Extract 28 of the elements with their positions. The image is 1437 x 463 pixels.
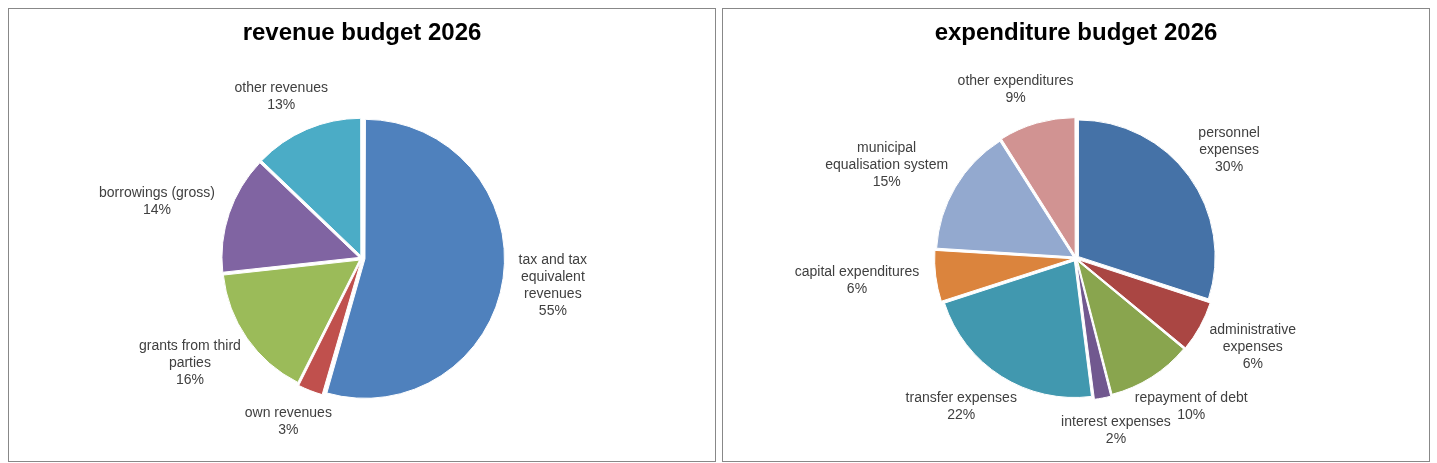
slice-label: repayment of debt xyxy=(1134,388,1248,405)
data-label: 15% xyxy=(872,172,901,189)
data-label: 30% xyxy=(1215,158,1244,175)
slice-label: borrowings (gross) xyxy=(99,184,215,201)
slice-label: interest expenses xyxy=(1061,413,1171,430)
slice-label: tax and tax equivalent revenues xyxy=(518,250,588,301)
data-label: 14% xyxy=(142,201,171,218)
slice-label: grants from third parties xyxy=(138,337,241,371)
slice-label: other revenues xyxy=(234,79,328,96)
data-label: 55% xyxy=(538,301,567,318)
slice-label: administrative expenses xyxy=(1209,320,1297,354)
slice-label: other expenditures xyxy=(957,72,1074,89)
data-label: 10% xyxy=(1177,405,1206,422)
slice-label: transfer expenses xyxy=(905,388,1017,405)
slice-label: own revenues xyxy=(244,404,332,421)
data-label: 6% xyxy=(1242,354,1263,371)
slice-label: municipal equalisation system xyxy=(825,138,949,172)
slice-label: personnel expenses xyxy=(1198,124,1260,158)
data-label: 16% xyxy=(175,371,204,388)
data-label: 2% xyxy=(1105,430,1127,447)
chart-title: revenue budget 2026 xyxy=(242,18,482,46)
data-label: 9% xyxy=(1005,89,1026,106)
chart-title: expenditure budget 2026 xyxy=(934,18,1218,46)
data-label: 22% xyxy=(947,405,976,422)
data-label: 13% xyxy=(267,96,296,113)
slice-label: capital expenditures xyxy=(794,262,920,279)
data-label: 3% xyxy=(278,421,299,438)
data-label: 6% xyxy=(846,279,868,296)
